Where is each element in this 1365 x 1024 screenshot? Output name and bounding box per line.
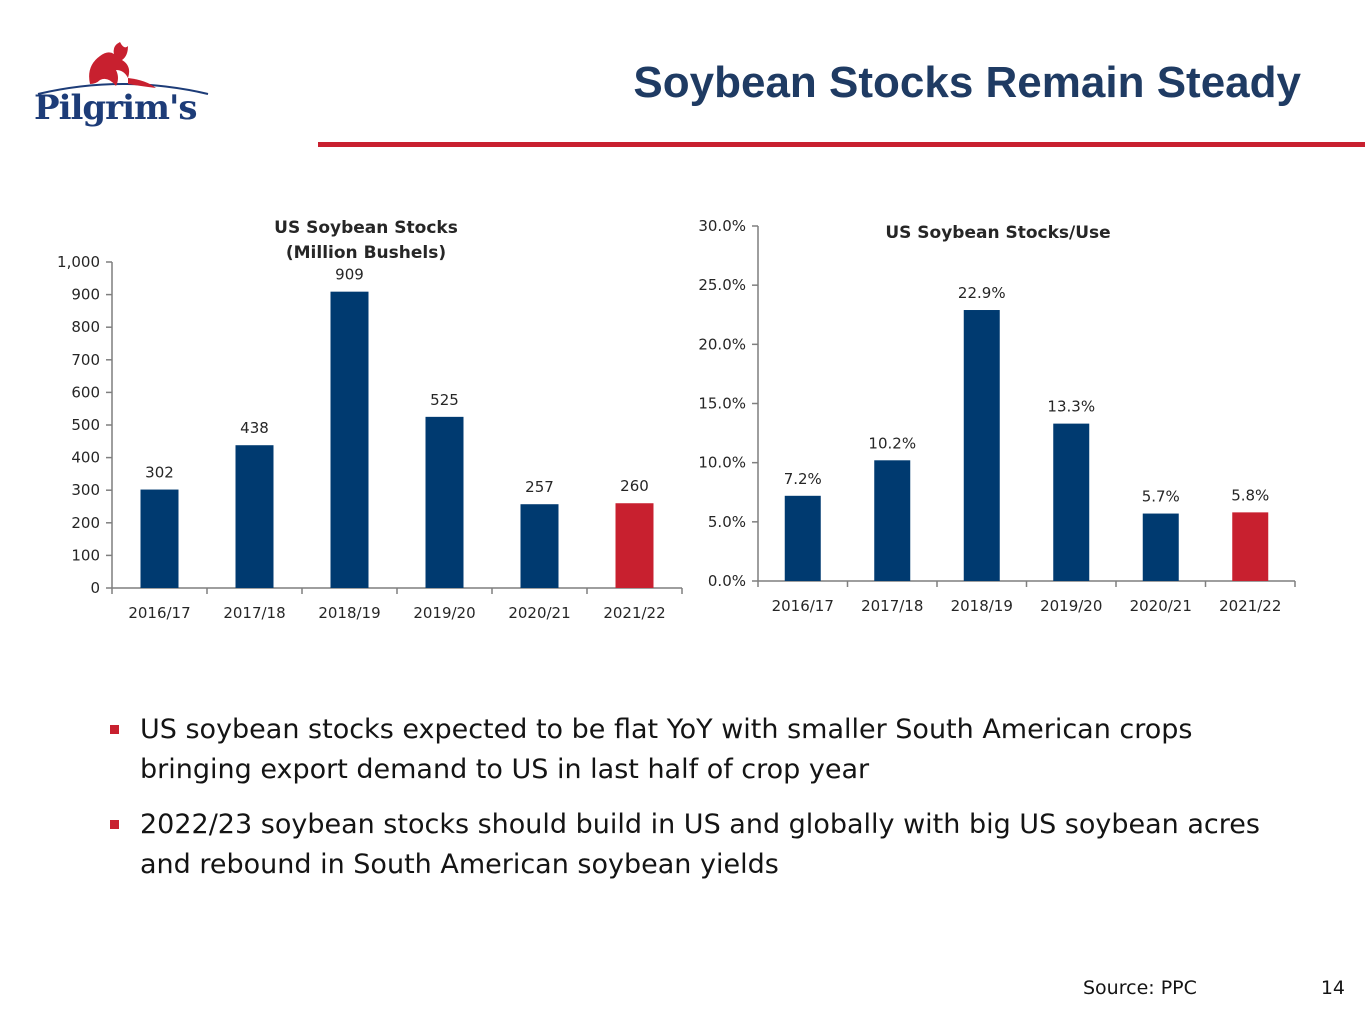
bar-2017-18	[874, 460, 911, 581]
x-tick-label: 2018/19	[318, 604, 380, 622]
bar-2018-19	[963, 310, 1000, 581]
x-tick-label: 2021/22	[603, 604, 665, 622]
data-label: 260	[620, 477, 649, 495]
x-tick-label: 2016/17	[128, 604, 190, 622]
rooster-icon	[37, 42, 209, 95]
data-label: 909	[335, 266, 364, 284]
pilgrims-logo: Pilgrim's	[28, 36, 218, 146]
bar-2020-21	[520, 504, 559, 588]
stocks-use-axes: 0.0% 5.0% 10.0% 15.0% 20.0% 25.0% 30.0% 2016/17…	[698, 217, 1296, 615]
data-label: 7.2%	[784, 470, 822, 488]
y-tick-label: 5.0%	[708, 513, 746, 531]
data-label: 525	[430, 391, 459, 409]
y-tick-label: 20.0%	[698, 335, 746, 353]
x-tick-label: 2021/22	[1219, 597, 1281, 615]
y-tick-label: 1,000	[57, 253, 100, 271]
bar-2021-22	[615, 503, 654, 588]
title-divider	[318, 142, 1365, 147]
x-tick-label: 2019/20	[1040, 597, 1102, 615]
bar-2017-18	[235, 445, 274, 588]
bar-2019-20	[425, 416, 464, 588]
stocks-chart-subtitle: (Million Bushels)	[286, 243, 446, 263]
y-tick-label: 30.0%	[698, 217, 746, 235]
x-tick-label: 2016/17	[772, 597, 834, 615]
y-tick-label: 0.0%	[708, 572, 746, 590]
y-tick-label: 500	[71, 416, 100, 434]
logo-wordmark: Pilgrim's	[34, 88, 198, 128]
y-tick-label: 15.0%	[698, 395, 746, 413]
data-label: 13.3%	[1047, 398, 1095, 416]
data-label: 5.7%	[1142, 488, 1180, 506]
bar-2020-21	[1142, 513, 1179, 581]
bullet-square-icon	[110, 820, 119, 829]
stocks-use-bars: 7.2% 10.2% 22.9% 13.3% 5.7% 5.8%	[784, 284, 1269, 581]
y-tick-label: 100	[71, 546, 100, 564]
data-label: 5.8%	[1231, 486, 1269, 504]
bar-2021-22	[1232, 512, 1269, 581]
x-tick-label: 2019/20	[413, 604, 475, 622]
y-tick-label: 700	[71, 351, 100, 369]
y-tick-label: 10.0%	[698, 454, 746, 472]
x-tick-label: 2018/19	[951, 597, 1013, 615]
data-label: 438	[240, 419, 269, 437]
y-tick-label: 800	[71, 318, 100, 336]
page-title: Soybean Stocks Remain Steady	[633, 58, 1301, 107]
stocks-axes: 0 100 200 300 400 500 600 700 800 900 1,000 2016/17…	[57, 253, 683, 622]
stocks-chart-title: US Soybean Stocks	[274, 218, 458, 238]
stocks-use-bar-chart: 0.0% 5.0% 10.0% 15.0% 20.0% 25.0% 30.0% 2016/17…	[698, 217, 1296, 615]
data-label: 10.2%	[868, 434, 916, 452]
bullet-item: US soybean stocks expected to be flat Yo…	[106, 710, 1306, 790]
bullet-text: 2022/23 soybean stocks should build in U…	[140, 809, 1260, 880]
bullet-square-icon	[110, 725, 119, 734]
bar-2016-17	[140, 489, 179, 588]
stocks-bars: 302 438 909 525 257 260	[140, 266, 654, 588]
page-number: 14	[1320, 977, 1345, 999]
stocks-use-chart-title: US Soybean Stocks/Use	[885, 223, 1110, 243]
bar-2019-20	[1053, 423, 1090, 581]
y-tick-label: 400	[71, 449, 100, 467]
y-tick-label: 0	[90, 579, 100, 597]
bar-2018-19	[330, 291, 369, 588]
x-tick-label: 2017/18	[861, 597, 923, 615]
y-tick-label: 300	[71, 481, 100, 499]
x-tick-label: 2020/21	[508, 604, 570, 622]
y-tick-label: 200	[71, 514, 100, 532]
source-note: Source: PPC	[1083, 977, 1197, 999]
y-tick-label: 900	[71, 286, 100, 304]
x-tick-label: 2020/21	[1130, 597, 1192, 615]
y-tick-label: 25.0%	[698, 276, 746, 294]
bullet-item: 2022/23 soybean stocks should build in U…	[106, 805, 1306, 885]
x-tick-label: 2017/18	[223, 604, 285, 622]
data-label: 257	[525, 478, 554, 496]
bullet-list: US soybean stocks expected to be flat Yo…	[106, 710, 1306, 900]
bullet-text: US soybean stocks expected to be flat Yo…	[140, 714, 1193, 785]
y-tick-label: 600	[71, 383, 100, 401]
data-label: 22.9%	[958, 284, 1006, 302]
stocks-bar-chart: 0 100 200 300 400 500 600 700 800 900 1,000 2016/17…	[57, 218, 683, 622]
data-label: 302	[145, 464, 174, 482]
bar-2016-17	[784, 495, 821, 581]
